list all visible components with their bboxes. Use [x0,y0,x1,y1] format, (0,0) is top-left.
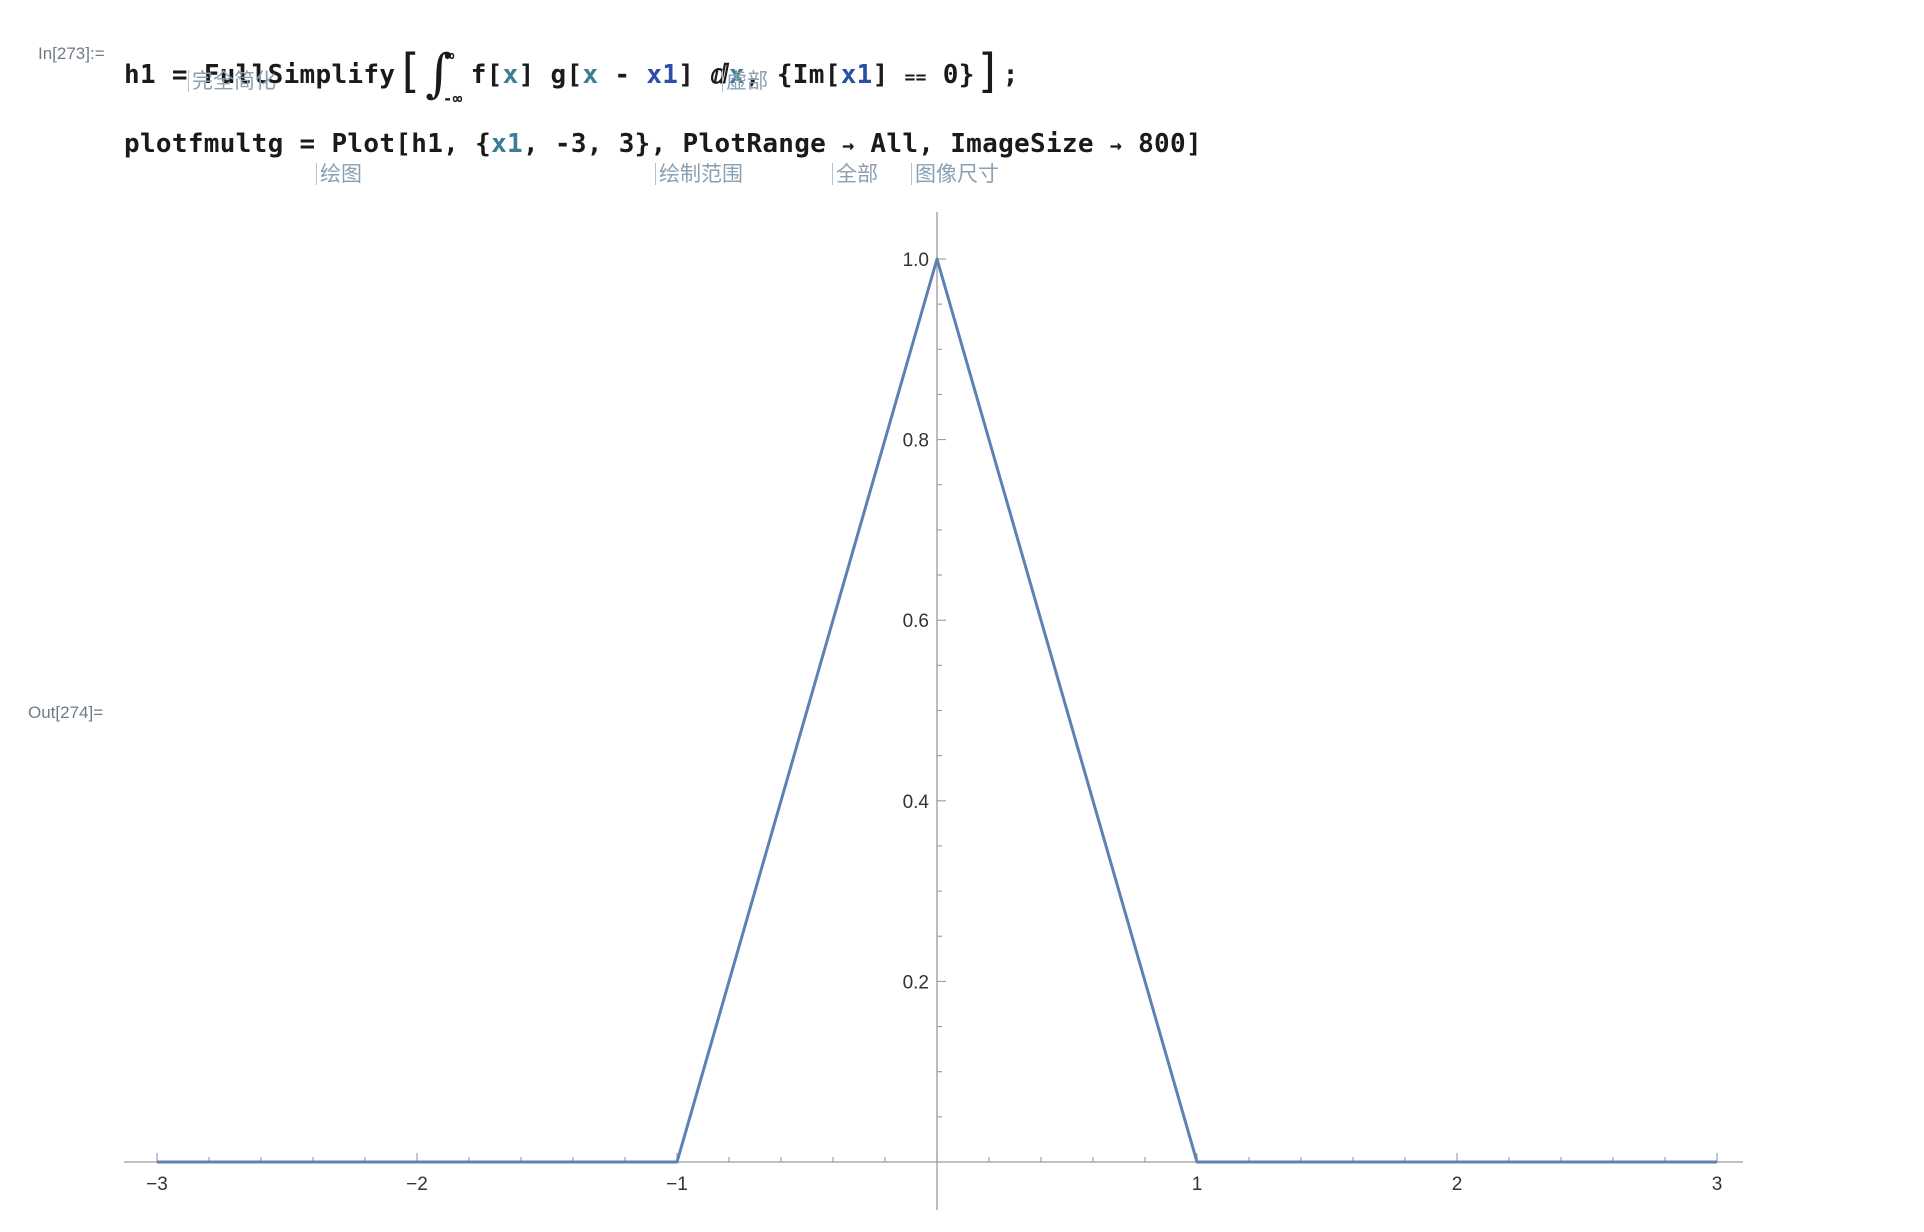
opt-imagesize: ImageSize [950,129,1094,159]
bracket: [ [486,60,503,90]
brace: { [776,60,793,90]
val-800: 800 [1138,129,1186,159]
var-x1: x1 [646,60,679,90]
input-line-2[interactable]: plotfmultg = Plot[h1, {x1, -3, 3}, PlotR… [124,129,1202,159]
integral-limits: ∞ -∞ [443,46,471,108]
range-rest: , -3, 3}, [522,129,667,159]
x-tick-label: 3 [1712,1174,1723,1195]
brace: } [958,60,975,90]
hint-all: 全部 [832,163,878,185]
var-x: x [728,60,745,90]
semicolon: ; [1002,60,1019,90]
bracket: ] [518,60,535,90]
fn-im: Im [792,60,825,90]
input-line-1[interactable]: h1 = FullSimplify[∫ ∞ -∞ f[x] g[x - x1] ⅆx,… [124,36,1019,108]
brace: { [475,129,492,159]
comma: , [744,60,761,90]
differential-d: ⅆ [710,60,729,90]
hint-im: 虚部 [722,70,768,92]
assign-op: = [171,60,188,90]
minus-op: - [614,60,631,90]
y-tick-label: 1.0 [903,250,929,271]
hint-plotrange: 绘制范围 [655,163,743,185]
opt-plotrange: PlotRange [682,129,827,159]
fn-plot: Plot [331,129,396,159]
arg-h1: h1, [411,129,460,159]
y-tick-label: 0.6 [903,611,929,632]
output-cell-label: Out[274]= [28,703,104,722]
hint-fullsimplify: 完全简化 [188,70,276,92]
x-tick-label: −2 [406,1174,428,1195]
var-x1: x1 [840,60,873,90]
x-tick-label: 1 [1192,1174,1203,1195]
bracket: ] [678,60,695,90]
val-all: All, [870,129,935,159]
fn-f: f [470,60,487,90]
equal-op: == [904,67,927,88]
integral-sign: ∫ [425,44,453,104]
fn-fullsimplify: FullSimplify [203,60,396,90]
rule-arrow: → [842,133,855,157]
x-tick-label: −1 [666,1174,688,1195]
var-h1: h1 [124,60,156,90]
var-x: x [582,60,599,90]
var-plotfmultg: plotfmultg [124,129,284,159]
assign-op: = [299,129,316,159]
bracket: [ [824,60,841,90]
var-x1: x1 [491,129,523,159]
hint-imagesize: 图像尺寸 [911,163,999,185]
var-x: x [502,60,519,90]
bracket: ] [1185,129,1202,159]
close-bracket: ] [974,44,1003,98]
upper-limit: ∞ [444,45,455,65]
rule-arrow: → [1109,133,1123,157]
bracket: ] [872,60,889,90]
x-tick-label: 2 [1452,1174,1463,1195]
series-line [157,257,1717,1164]
y-tick-label: 0.2 [903,972,929,993]
lower-limit: -∞ [442,88,463,108]
bracket: [ [395,129,412,159]
bracket: [ [566,60,583,90]
open-bracket: [ [395,44,424,98]
y-tick-label: 0.4 [903,792,930,813]
x-tick-label: −3 [146,1174,168,1195]
zero: 0 [942,60,959,90]
hint-plot: 绘图 [316,163,362,185]
y-tick-label: 0.8 [903,431,929,452]
fn-g: g [550,60,567,90]
input-cell-label: In[273]:= [38,44,105,63]
